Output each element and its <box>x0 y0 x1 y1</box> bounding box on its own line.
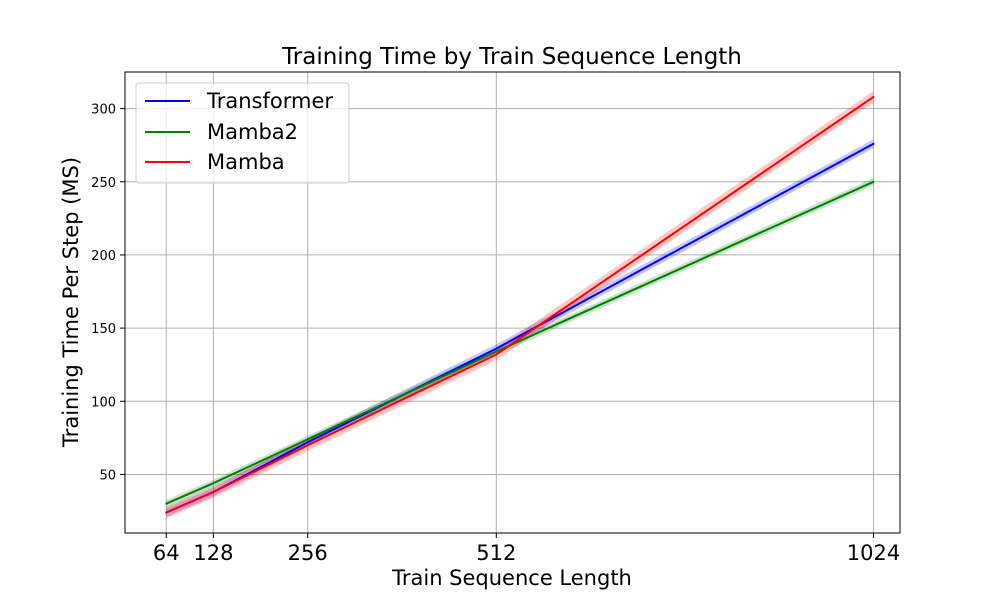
plot-frame <box>124 71 901 534</box>
point-transformer <box>495 347 498 350</box>
point-mamba <box>495 353 498 356</box>
chart-title: Training Time by Train Sequence Length <box>281 44 742 70</box>
point-mamba <box>212 491 215 494</box>
axis-ticks: 64 128 256 512 1024 50 100 150 200 250 300 <box>91 103 900 565</box>
y-tick-label: 50 <box>99 468 116 483</box>
y-tick-label: 200 <box>91 249 116 264</box>
y-tick-label: 150 <box>91 322 116 337</box>
x-axis-label: Train Sequence Length <box>391 566 632 590</box>
legend-label-mamba2: Mamba2 <box>207 120 298 144</box>
point-mamba <box>165 511 168 514</box>
point-mamba <box>306 444 309 447</box>
point-mamba2 <box>212 482 215 485</box>
legend: Transformer Mamba2 Mamba <box>135 82 350 184</box>
point-mamba2 <box>165 502 168 505</box>
point-transformer <box>306 441 309 444</box>
x-tick-label: 512 <box>476 541 516 565</box>
point-transformer <box>872 142 875 145</box>
legend-box <box>135 82 350 184</box>
legend-label-mamba: Mamba <box>207 150 285 174</box>
x-tick-label: 1024 <box>847 541 900 565</box>
y-tick-label: 250 <box>91 176 116 191</box>
band-mamba <box>166 91 874 519</box>
point-mamba <box>872 95 875 98</box>
x-tick-label: 64 <box>153 541 180 565</box>
legend-label-transformer: Transformer <box>206 89 333 113</box>
y-axis-label: Training Time Per Step (MS) <box>59 157 83 448</box>
point-mamba2 <box>872 180 875 183</box>
point-mamba2 <box>495 350 498 353</box>
x-tick-label: 128 <box>193 541 233 565</box>
x-tick-label: 256 <box>288 541 328 565</box>
series-lines <box>165 95 875 514</box>
point-mamba2 <box>306 438 309 441</box>
y-tick-label: 300 <box>91 103 116 118</box>
y-tick-label: 100 <box>91 395 116 410</box>
